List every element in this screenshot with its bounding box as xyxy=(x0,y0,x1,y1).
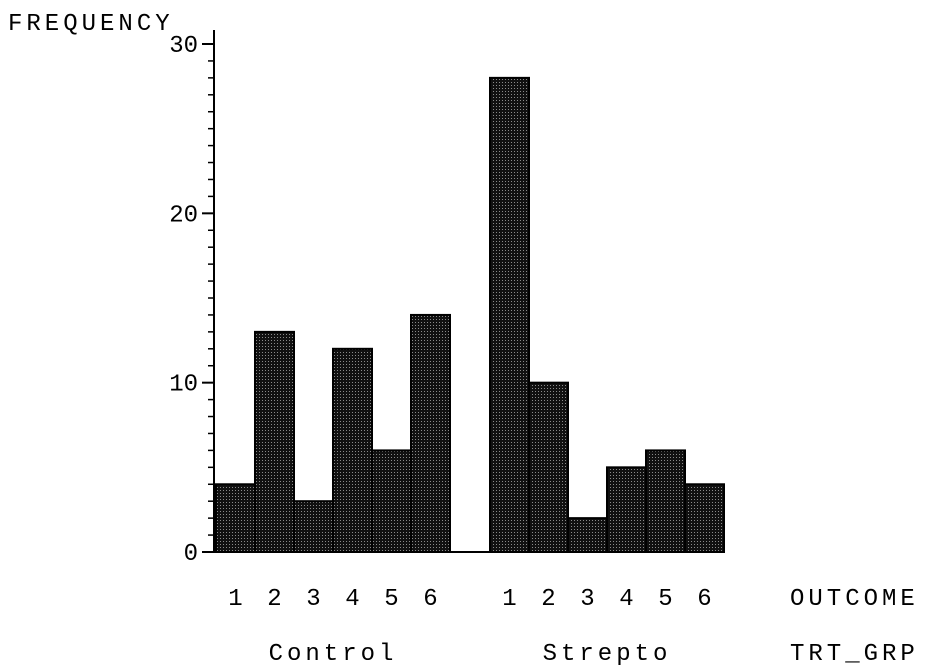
bar-control-outcome-5 xyxy=(371,449,412,553)
x-tick-label: 2 xyxy=(541,586,555,613)
bar-control-outcome-1 xyxy=(215,483,256,553)
x-tick-label: 6 xyxy=(697,586,711,613)
x-tick-label: 6 xyxy=(423,586,437,613)
y-tick-label: 10 xyxy=(169,372,198,399)
x-tick-label: 5 xyxy=(384,586,398,613)
y-axis-ticks: 0 10 20 30 xyxy=(169,33,214,568)
trt-grp-axis-label: TRT_GRP xyxy=(790,641,919,668)
bar-strepto-outcome-6 xyxy=(684,483,725,553)
bar-control-outcome-6 xyxy=(410,313,451,553)
y-tick-label: 20 xyxy=(169,202,198,229)
bars-group xyxy=(214,76,725,554)
y-tick-label: 0 xyxy=(184,541,198,568)
bar-strepto-outcome-3 xyxy=(567,517,608,554)
x-tick-label: 3 xyxy=(306,586,320,613)
x-tick-label: 4 xyxy=(345,586,359,613)
x-tick-label: 1 xyxy=(228,586,242,613)
y-axis-label: FREQUENCY xyxy=(8,11,174,38)
x-tick-label: 2 xyxy=(267,586,281,613)
bar-control-outcome-3 xyxy=(293,500,334,554)
bar-strepto-outcome-2 xyxy=(528,381,569,553)
x-tick-label: 1 xyxy=(502,586,516,613)
bar-strepto-outcome-1 xyxy=(489,76,530,553)
bar-control-outcome-4 xyxy=(332,347,373,553)
x-tick-label: 5 xyxy=(658,586,672,613)
bar-strepto-outcome-4 xyxy=(606,466,647,554)
group-label-control: Control xyxy=(269,641,398,668)
bar-strepto-outcome-5 xyxy=(645,449,686,553)
x-tick-label: 4 xyxy=(619,586,633,613)
group-label-strepto: Strepto xyxy=(543,641,672,668)
x-tick-label: 3 xyxy=(580,586,594,613)
y-tick-label: 30 xyxy=(169,33,198,60)
outcome-axis-label: OUTCOME xyxy=(790,586,919,613)
bar-control-outcome-2 xyxy=(254,330,295,553)
